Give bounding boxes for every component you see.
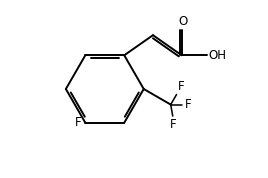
Text: F: F xyxy=(75,116,82,129)
Text: F: F xyxy=(177,80,184,93)
Text: OH: OH xyxy=(209,49,226,62)
Text: F: F xyxy=(169,118,176,131)
Text: F: F xyxy=(185,98,191,111)
Text: O: O xyxy=(178,15,187,28)
